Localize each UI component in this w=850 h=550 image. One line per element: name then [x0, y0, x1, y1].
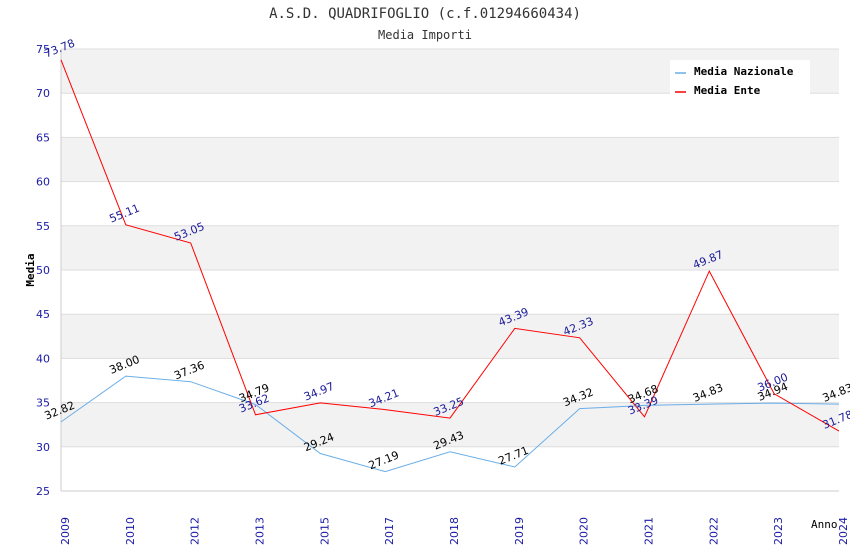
x-tick-label: 2010	[124, 517, 137, 545]
legend-label-media-nazionale: Media Nazionale	[694, 65, 794, 78]
y-tick-label: 50	[36, 264, 50, 277]
y-tick-label: 75	[36, 43, 50, 56]
x-tick-label: 2019	[513, 517, 526, 545]
legend-box	[670, 60, 810, 96]
y-tick-label: 30	[36, 441, 50, 454]
band	[61, 225, 839, 270]
y-tick-label: 65	[36, 131, 50, 144]
x-tick-label: 2020	[578, 517, 591, 545]
band	[61, 402, 839, 447]
x-tick-label: 2024	[837, 517, 850, 545]
data-label: 34.97	[302, 380, 336, 404]
band	[61, 137, 839, 182]
x-tick-labels: 2009 2010 2012 2013 2015 2017 2018 2019 2020 2021…	[59, 517, 850, 545]
x-tick-label: 2009	[59, 517, 72, 545]
series-line-media-nazionale	[60, 375, 840, 473]
x-tick-label: 2023	[772, 517, 785, 545]
x-tick-label: 2012	[189, 517, 202, 545]
y-tick-label: 45	[36, 308, 50, 321]
data-label: 27.71	[496, 444, 530, 468]
chart-background-bands	[61, 49, 839, 447]
y-tick-label: 35	[36, 397, 50, 410]
y-tick-labels: 25 30 35 40 45 50 55 60 65 70 75	[36, 43, 50, 498]
x-tick-label: 2015	[318, 517, 331, 545]
series-line-media-ente	[60, 59, 840, 432]
y-axis-label: Media	[24, 253, 37, 286]
series-lines	[60, 59, 840, 473]
x-tick-label: 2018	[448, 517, 461, 545]
legend-label-media-ente: Media Ente	[694, 84, 761, 97]
data-label: 34.83	[821, 381, 850, 405]
chart-title: A.S.D. QUADRIFOGLIO (c.f.01294660434)	[269, 6, 581, 22]
chart-gridlines	[61, 48, 839, 492]
y-tick-label: 25	[36, 485, 50, 498]
data-label: 34.83	[691, 381, 725, 405]
x-tick-label: 2022	[707, 517, 720, 545]
band	[61, 314, 839, 359]
x-tick-label: 2013	[254, 517, 267, 545]
legend: Media Nazionale Media Ente	[670, 60, 810, 97]
x-axis-label: Anno	[811, 518, 838, 531]
y-tick-label: 40	[36, 352, 50, 365]
y-tick-label: 55	[36, 220, 50, 233]
chart-subtitle: Media Importi	[378, 28, 472, 42]
y-tick-label: 60	[36, 176, 50, 189]
x-tick-label: 2021	[643, 517, 656, 545]
y-tick-label: 70	[36, 87, 50, 100]
data-label: 37.36	[172, 359, 206, 383]
x-tick-label: 2017	[383, 517, 396, 545]
